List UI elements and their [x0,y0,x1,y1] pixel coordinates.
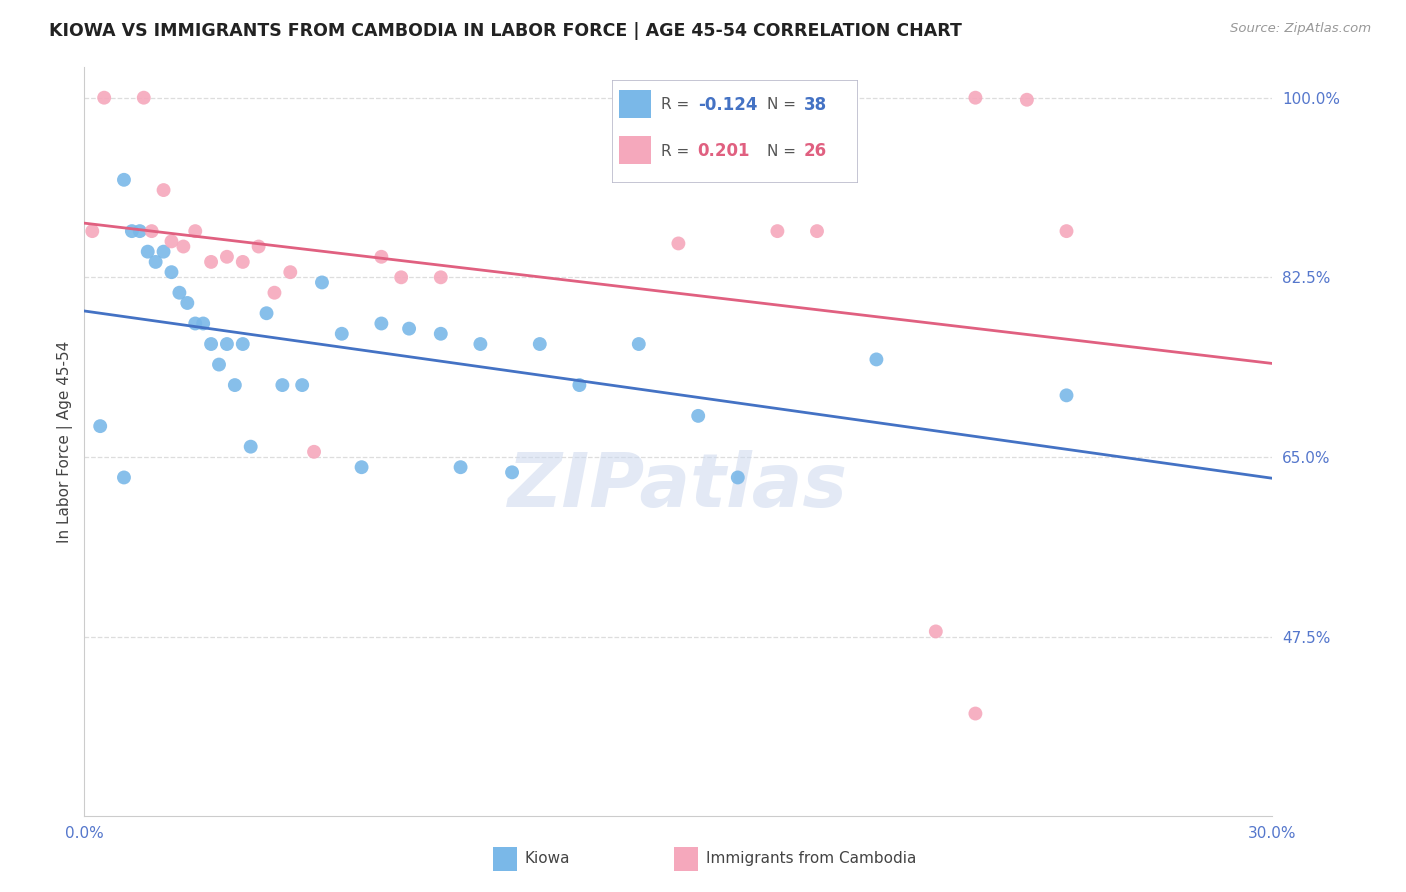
Text: KIOWA VS IMMIGRANTS FROM CAMBODIA IN LABOR FORCE | AGE 45-54 CORRELATION CHART: KIOWA VS IMMIGRANTS FROM CAMBODIA IN LAB… [49,22,962,40]
Point [271,378,294,392]
Point [184,224,207,238]
Point [311,276,333,290]
Point [389,270,412,285]
Point [350,460,373,475]
Text: Source: ZipAtlas.com: Source: ZipAtlas.com [1230,22,1371,36]
Point [136,244,159,259]
Point [160,235,183,249]
FancyBboxPatch shape [612,80,858,183]
Point [1056,224,1078,238]
Point [247,239,270,253]
Point [200,337,222,351]
Point [112,470,135,484]
Text: Kiowa: Kiowa [524,851,571,866]
Point [112,173,135,187]
Text: Immigrants from Cambodia: Immigrants from Cambodia [706,851,917,866]
Point [263,285,285,300]
Point [184,317,207,331]
Point [430,326,453,341]
Y-axis label: In Labor Force | Age 45-54: In Labor Force | Age 45-54 [58,341,73,542]
Text: ZIPatlas: ZIPatlas [509,450,848,523]
Point [965,91,987,105]
Point [370,250,392,264]
Point [965,706,987,721]
Point [1015,93,1038,107]
Point [152,244,174,259]
Point [727,470,749,484]
Point [93,91,115,105]
Point [627,337,650,351]
Point [291,378,314,392]
Point [215,250,238,264]
Point [398,321,420,335]
Point [330,326,353,341]
Point [121,224,143,238]
Point [172,239,194,253]
Point [152,183,174,197]
Text: N =: N = [766,144,800,159]
Text: 38: 38 [804,96,827,114]
Bar [619,136,651,164]
Point [232,255,254,269]
Point [450,460,472,475]
Point [191,317,215,331]
Point [224,378,246,392]
Bar [619,89,651,119]
Point [128,224,150,238]
Text: -0.124: -0.124 [697,96,758,114]
Point [925,624,948,639]
Point [568,378,591,392]
Text: N =: N = [766,97,800,112]
Text: 0.201: 0.201 [697,142,751,160]
Point [215,337,238,351]
Point [501,466,523,480]
Point [529,337,551,351]
Point [766,224,789,238]
Bar [675,847,699,871]
Point [169,285,191,300]
Point [302,445,325,459]
Text: R =: R = [661,97,695,112]
Point [370,317,392,331]
Point [278,265,301,279]
Point [1056,388,1078,402]
Point [239,440,262,454]
Point [430,270,453,285]
Point [176,296,198,310]
Text: R =: R = [661,144,695,159]
Point [208,358,231,372]
Point [132,91,155,105]
Point [806,224,828,238]
Point [688,409,710,423]
Point [145,255,167,269]
Bar [492,847,517,871]
Point [865,352,887,367]
Text: 26: 26 [804,142,827,160]
Point [470,337,492,351]
Point [160,265,183,279]
Point [232,337,254,351]
Point [256,306,278,320]
Point [141,224,163,238]
Point [89,419,111,434]
Point [668,236,690,251]
Point [200,255,222,269]
Point [82,224,104,238]
